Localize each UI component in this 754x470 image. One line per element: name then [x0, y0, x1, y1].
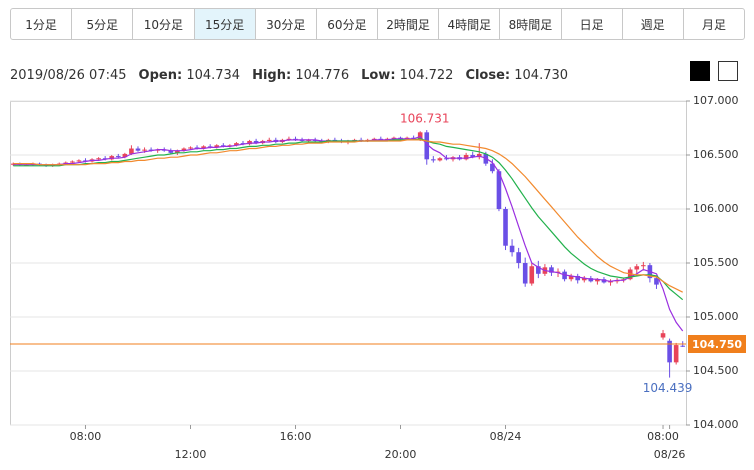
candle-body	[490, 163, 495, 172]
candle-body	[201, 146, 206, 149]
ohlc-value: 104.730	[514, 68, 569, 83]
candle-body	[129, 148, 134, 154]
ohlc-label: High:	[252, 68, 292, 83]
candle-body	[266, 139, 272, 141]
x-tick-label: 08:00	[70, 430, 102, 443]
candle-body	[496, 171, 502, 209]
datetime: 2019/08/26 07:45	[10, 68, 127, 83]
ohlc-value: 104.722	[399, 68, 454, 83]
candle-body	[654, 278, 659, 285]
x-tick-label: 16:00	[280, 430, 312, 443]
timeframe-tab[interactable]: 週足	[623, 9, 684, 39]
ohlc-header: 2019/08/26 07:45 Open: 104.734 High: 104.7…	[10, 68, 568, 83]
dark-theme-button[interactable]	[690, 61, 710, 81]
candle-body	[680, 345, 686, 347]
moving-average-line	[13, 139, 683, 293]
timeframe-tabs: 1分足 5分足 10分足 15分足 30分足 60分足 2時間足 4時間足 8時間足 日足 週足 月足	[10, 8, 745, 40]
x-tick-label: 08/26	[654, 448, 686, 461]
candle-body	[142, 149, 147, 151]
timeframe-tab[interactable]: 5分足	[72, 9, 134, 39]
candle-body	[568, 275, 574, 280]
x-tick-label: 08:00	[647, 430, 679, 443]
candle-body	[188, 147, 193, 149]
candle-body	[175, 150, 180, 153]
x-tick-label: 12:00	[175, 448, 207, 461]
candle-body	[115, 156, 121, 158]
candle-body	[581, 278, 587, 281]
current-price-box	[688, 335, 746, 353]
candle-body	[437, 158, 443, 161]
candle-body	[214, 145, 220, 148]
candle-body	[10, 163, 16, 165]
current-price-label: 104.750	[692, 338, 742, 351]
candle-body	[70, 161, 75, 163]
candle-body	[529, 266, 535, 284]
low-label: 104.439	[643, 381, 693, 395]
candle-body	[503, 209, 508, 246]
candle-body	[536, 266, 541, 274]
candle-body	[424, 132, 430, 160]
high-label: 106.731	[400, 112, 450, 126]
candle-body	[634, 266, 640, 270]
candle-body	[168, 150, 174, 153]
candle-body	[253, 140, 259, 144]
timeframe-tab[interactable]: 8時間足	[500, 9, 562, 39]
y-tick-label: 105.500	[693, 256, 739, 269]
candle-body	[470, 155, 475, 158]
candle-body	[135, 148, 141, 151]
candle-body	[595, 279, 600, 282]
timeframe-tab[interactable]: 15分足	[194, 9, 256, 39]
timeframe-tab[interactable]: 60分足	[317, 9, 379, 39]
x-tick-label: 20:00	[385, 448, 417, 461]
timeframe-tab[interactable]: 30分足	[256, 9, 317, 39]
y-tick-label: 107.000	[693, 94, 739, 107]
candle-body	[575, 275, 581, 281]
ohlc-value: 104.734	[186, 68, 241, 83]
candle-body	[181, 148, 187, 151]
candle-body	[660, 333, 666, 338]
candle-body	[549, 267, 554, 273]
candle-body	[122, 153, 128, 158]
candle-body	[76, 160, 82, 162]
ohlc-label: Open:	[138, 68, 183, 83]
y-tick-label: 104.000	[693, 418, 739, 431]
timeframe-tab[interactable]: 日足	[562, 9, 623, 39]
timeframe-tab[interactable]: 2時間足	[378, 9, 440, 39]
ohlc-value: 104.776	[295, 68, 350, 83]
y-tick-label: 104.500	[693, 364, 739, 377]
ohlc-label: Close:	[465, 68, 511, 83]
candle-body	[667, 340, 672, 363]
candle-body	[673, 345, 679, 363]
timeframe-tab[interactable]: 10分足	[133, 9, 195, 39]
candle-body	[96, 158, 101, 160]
y-tick-label: 106.000	[693, 202, 739, 215]
light-theme-button[interactable]	[718, 61, 738, 81]
y-tick-label: 105.000	[693, 310, 739, 323]
timeframe-tab[interactable]: 1分足	[11, 9, 73, 39]
candle-body	[641, 265, 646, 267]
y-tick-label: 106.500	[693, 148, 739, 161]
x-tick-label: 08/24	[490, 430, 522, 443]
timeframe-tab[interactable]: 月足	[701, 17, 726, 32]
timeframe-tab[interactable]: 4時間足	[439, 9, 501, 39]
candle-body	[509, 245, 515, 253]
candle-body	[234, 143, 239, 146]
ohlc-label: Low:	[361, 68, 396, 83]
moving-average-line	[13, 138, 684, 301]
candle-body	[431, 159, 436, 161]
candle-body	[463, 155, 469, 160]
candle-body	[516, 252, 521, 263]
candle-body	[522, 263, 528, 284]
